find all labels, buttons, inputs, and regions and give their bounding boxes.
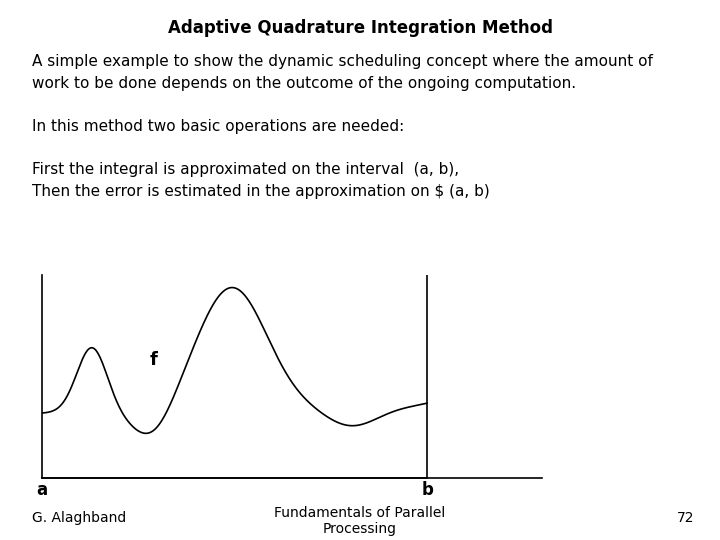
Text: In this method two basic operations are needed:: In this method two basic operations are … (32, 119, 405, 134)
Text: First the integral is approximated on the interval  (a, b),: First the integral is approximated on th… (32, 162, 459, 177)
Text: 72: 72 (678, 511, 695, 525)
Text: work to be done depends on the outcome of the ongoing computation.: work to be done depends on the outcome o… (32, 76, 577, 91)
Text: Then the error is estimated in the approximation on $ (a, b): Then the error is estimated in the appro… (32, 184, 490, 199)
Text: Adaptive Quadrature Integration Method: Adaptive Quadrature Integration Method (168, 19, 552, 37)
Text: b: b (421, 481, 433, 498)
Text: G. Alaghband: G. Alaghband (32, 511, 127, 525)
Text: Fundamentals of Parallel
Processing: Fundamentals of Parallel Processing (274, 506, 446, 536)
Text: a: a (36, 481, 48, 498)
Text: A simple example to show the dynamic scheduling concept where the amount of: A simple example to show the dynamic sch… (32, 54, 653, 69)
Text: f: f (149, 352, 157, 369)
